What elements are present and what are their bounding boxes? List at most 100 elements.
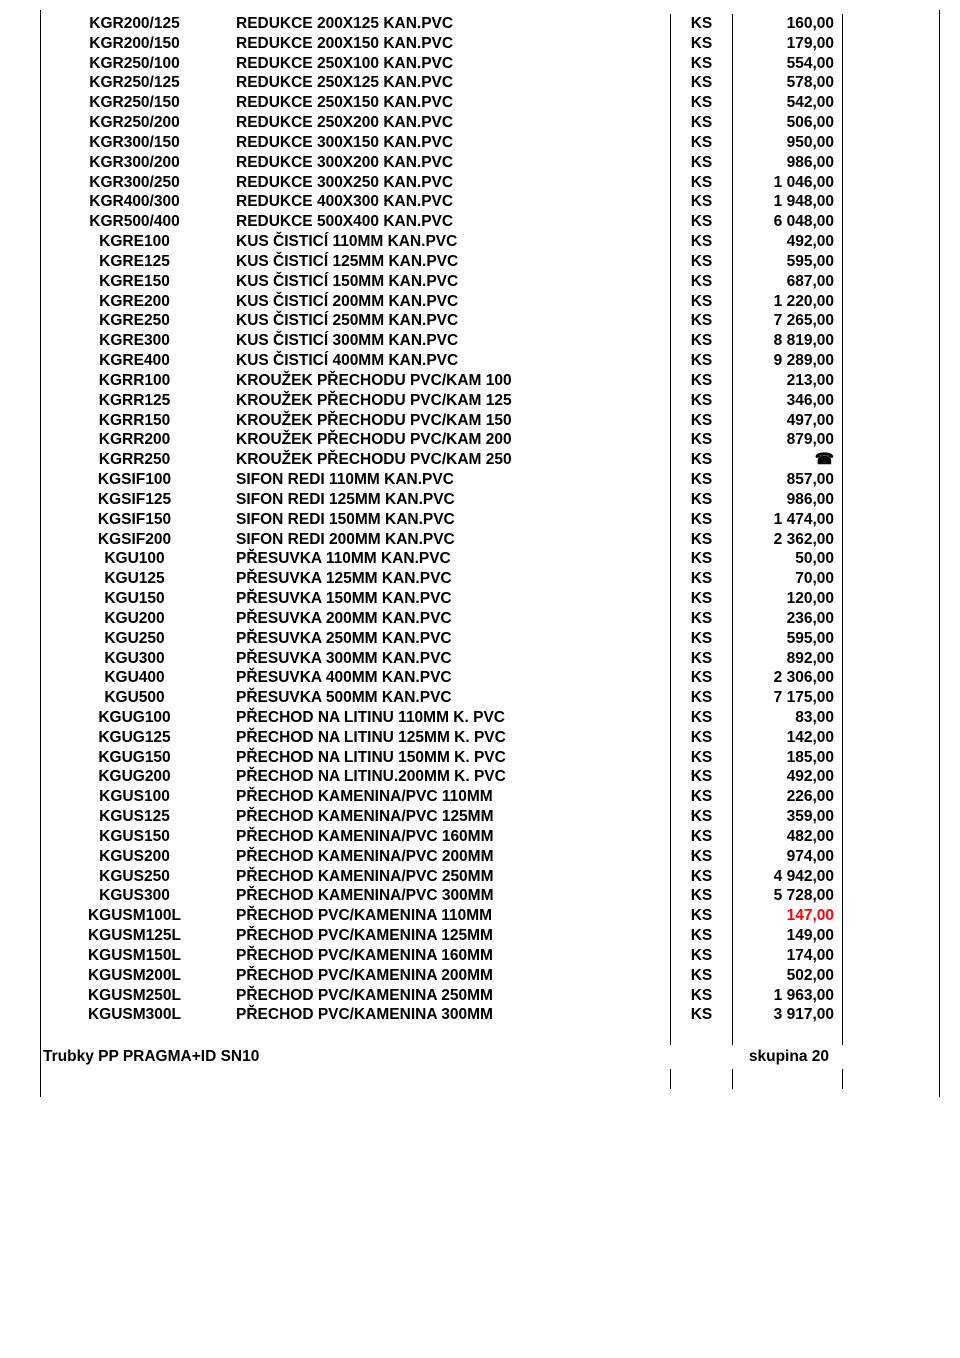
cell-code: KGR300/150 xyxy=(41,133,236,153)
table-row: KGSIF150SIFON REDI 150MM KAN.PVCKS1 474,… xyxy=(41,510,939,530)
cell-code: KGRE400 xyxy=(41,351,236,371)
cell-unit: KS xyxy=(671,966,733,986)
cell-price: 50,00 xyxy=(733,549,843,569)
table-row: KGRE300KUS ČISTICÍ 300MM KAN.PVCKS8 819,… xyxy=(41,331,939,351)
cell-price: 147,00 xyxy=(733,906,843,926)
cell-unit: KS xyxy=(671,133,733,153)
cell-desc: PŘECHOD PVC/KAMENINA 110MM xyxy=(236,906,671,926)
cell-code: KGUS300 xyxy=(41,886,236,906)
cell-price: 4 942,00 xyxy=(733,867,843,887)
cell-code: KGRR125 xyxy=(41,391,236,411)
cell-price: 857,00 xyxy=(733,470,843,490)
cell-unit: KS xyxy=(671,192,733,212)
table-row: KGRR100KROUŽEK PŘECHODU PVC/KAM 100KS213… xyxy=(41,371,939,391)
table-row: KGRE150KUS ČISTICÍ 150MM KAN.PVCKS687,00 xyxy=(41,272,939,292)
table-row: KGUS200PŘECHOD KAMENINA/PVC 200MMKS974,0… xyxy=(41,847,939,867)
cell-code: KGR300/250 xyxy=(41,173,236,193)
cell-unit: KS xyxy=(671,510,733,530)
cell-desc: PŘESUVKA 300MM KAN.PVC xyxy=(236,649,671,669)
table-row: KGRE200KUS ČISTICÍ 200MM KAN.PVCKS1 220,… xyxy=(41,292,939,312)
table-row: KGR300/200REDUKCE 300X200 KAN.PVCKS986,0… xyxy=(41,153,939,173)
cell-desc: REDUKCE 250X125 KAN.PVC xyxy=(236,73,671,93)
cell-code: KGRR250 xyxy=(41,450,236,470)
cell-desc: KROUŽEK PŘECHODU PVC/KAM 100 xyxy=(236,371,671,391)
cell-unit: KS xyxy=(671,311,733,331)
cell-unit: KS xyxy=(671,351,733,371)
cell-code: KGRR150 xyxy=(41,411,236,431)
cell-desc: REDUKCE 300X150 KAN.PVC xyxy=(236,133,671,153)
cell-desc: SIFON REDI 200MM KAN.PVC xyxy=(236,530,671,550)
cell-unit: KS xyxy=(671,232,733,252)
cell-code: KGR200/125 xyxy=(41,14,236,34)
cell-unit: KS xyxy=(671,490,733,510)
cell-desc: KUS ČISTICÍ 200MM KAN.PVC xyxy=(236,292,671,312)
cell-desc: PŘESUVKA 110MM KAN.PVC xyxy=(236,549,671,569)
table-row: KGUG125PŘECHOD NA LITINU 125MM K. PVCKS1… xyxy=(41,728,939,748)
table-row: KGUSM250LPŘECHOD PVC/KAMENINA 250MMKS1 9… xyxy=(41,986,939,1006)
cell-unit: KS xyxy=(671,331,733,351)
cell-code: KGUG150 xyxy=(41,748,236,768)
cell-unit: KS xyxy=(671,708,733,728)
table-row: KGR200/125REDUKCE 200X125 KAN.PVCKS160,0… xyxy=(41,14,939,34)
cell-desc: PŘECHOD PVC/KAMENINA 250MM xyxy=(236,986,671,1006)
cell-desc: KUS ČISTICÍ 400MM KAN.PVC xyxy=(236,351,671,371)
cell-code: KGSIF150 xyxy=(41,510,236,530)
table-row: KGR250/100REDUKCE 250X100 KAN.PVCKS554,0… xyxy=(41,54,939,74)
table-row: KGR500/400REDUKCE 500X400 KAN.PVCKS6 048… xyxy=(41,212,939,232)
cell-code: KGUS200 xyxy=(41,847,236,867)
cell-code: KGUS125 xyxy=(41,807,236,827)
cell-desc: PŘECHOD NA LITINU 125MM K. PVC xyxy=(236,728,671,748)
cell-code: KGR250/100 xyxy=(41,54,236,74)
cell-price: 1 963,00 xyxy=(733,986,843,1006)
cell-price: 160,00 xyxy=(733,14,843,34)
cell-unit: KS xyxy=(671,391,733,411)
cell-price: 226,00 xyxy=(733,787,843,807)
cell-code: KGUSM200L xyxy=(41,966,236,986)
cell-price: ☎ xyxy=(733,450,843,470)
cell-unit: KS xyxy=(671,986,733,1006)
cell-unit: KS xyxy=(671,847,733,867)
table-row: KGRE400KUS ČISTICÍ 400MM KAN.PVCKS9 289,… xyxy=(41,351,939,371)
cell-code: KGSIF200 xyxy=(41,530,236,550)
cell-desc: KUS ČISTICÍ 300MM KAN.PVC xyxy=(236,331,671,351)
cell-desc: KROUŽEK PŘECHODU PVC/KAM 150 xyxy=(236,411,671,431)
cell-desc: REDUKCE 300X200 KAN.PVC xyxy=(236,153,671,173)
table-row: KGU250PŘESUVKA 250MM KAN.PVCKS595,00 xyxy=(41,629,939,649)
cell-unit: KS xyxy=(671,1005,733,1025)
page: KGR200/125REDUKCE 200X125 KAN.PVCKS160,0… xyxy=(0,0,960,1137)
cell-unit: KS xyxy=(671,272,733,292)
cell-unit: KS xyxy=(671,450,733,470)
cell-code: KGR300/200 xyxy=(41,153,236,173)
cell-code: KGUSM125L xyxy=(41,926,236,946)
cell-unit: KS xyxy=(671,807,733,827)
cell-price: 950,00 xyxy=(733,133,843,153)
section-title: Trubky PP PRAGMA+ID SN10 xyxy=(43,1047,259,1067)
table-row: KGR250/200REDUKCE 250X200 KAN.PVCKS506,0… xyxy=(41,113,939,133)
cell-unit: KS xyxy=(671,867,733,887)
cell-code: KGR500/400 xyxy=(41,212,236,232)
cell-price: 554,00 xyxy=(733,54,843,74)
table-row: KGSIF125SIFON REDI 125MM KAN.PVCKS986,00 xyxy=(41,490,939,510)
cell-code: KGUS150 xyxy=(41,827,236,847)
cell-price: 1 474,00 xyxy=(733,510,843,530)
cell-price: 70,00 xyxy=(733,569,843,589)
cell-code: KGU150 xyxy=(41,589,236,609)
cell-desc: KROUŽEK PŘECHODU PVC/KAM 200 xyxy=(236,430,671,450)
table-row: KGRE250KUS ČISTICÍ 250MM KAN.PVCKS7 265,… xyxy=(41,311,939,331)
cell-code: KGR250/150 xyxy=(41,93,236,113)
cell-code: KGRE200 xyxy=(41,292,236,312)
cell-desc: KUS ČISTICÍ 110MM KAN.PVC xyxy=(236,232,671,252)
cell-unit: KS xyxy=(671,93,733,113)
cell-code: KGUS100 xyxy=(41,787,236,807)
table-row: KGU100PŘESUVKA 110MM KAN.PVCKS50,00 xyxy=(41,549,939,569)
cell-unit: KS xyxy=(671,173,733,193)
cell-unit: KS xyxy=(671,748,733,768)
table-row: KGR300/150REDUKCE 300X150 KAN.PVCKS950,0… xyxy=(41,133,939,153)
cell-price: 482,00 xyxy=(733,827,843,847)
cell-code: KGUSM250L xyxy=(41,986,236,1006)
cell-desc: PŘESUVKA 250MM KAN.PVC xyxy=(236,629,671,649)
cell-code: KGRE150 xyxy=(41,272,236,292)
cell-price: 142,00 xyxy=(733,728,843,748)
cell-code: KGR250/125 xyxy=(41,73,236,93)
cell-desc: REDUKCE 250X150 KAN.PVC xyxy=(236,93,671,113)
